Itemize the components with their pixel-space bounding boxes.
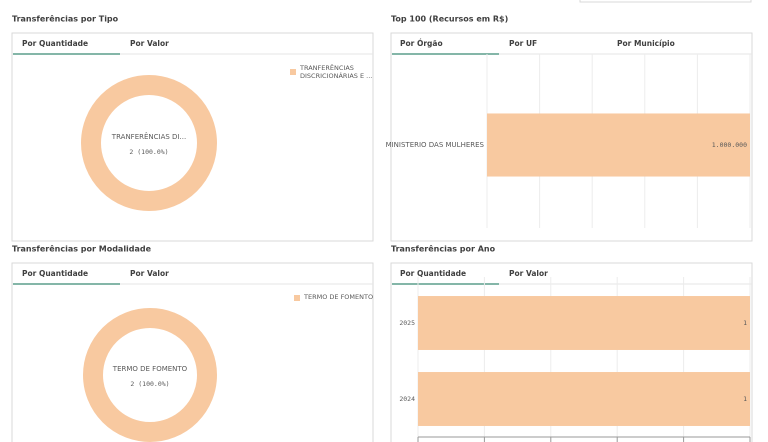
legend-item: TERMO DE FOMENTO [304, 293, 374, 301]
tab[interactable]: Por UF [509, 39, 537, 48]
value-label: 1 [743, 319, 747, 327]
panel-title: Top 100 (Recursos em R$) [391, 15, 508, 24]
legend-swatch [290, 69, 296, 75]
panel-title: Transferências por Modalidade [12, 244, 152, 254]
search-box-edge [579, 0, 752, 3]
bar [487, 113, 750, 177]
value-label: 1 [743, 395, 747, 403]
legend-item: TRANFERÊNCIAS DISCRICIONÁRIAS E ... [300, 64, 373, 80]
tab[interactable]: Por Quantidade [22, 269, 88, 278]
tab[interactable]: Por Valor [509, 269, 548, 278]
legend-label: TRANFERÊNCIAS DISCRICIONÁRIAS E ... [300, 64, 373, 80]
tab[interactable]: Por Valor [130, 39, 169, 48]
panel-title: Transferências por Tipo [12, 14, 119, 24]
panel [11, 32, 374, 242]
center-value: 2 (100.0%) [129, 148, 168, 156]
donut-slice [81, 75, 217, 211]
bar [418, 296, 750, 350]
category-label: 2025 [399, 319, 415, 327]
tab[interactable]: Por Órgão [400, 39, 443, 48]
donut-slice [83, 308, 217, 442]
center-value: 2 (100.0%) [130, 380, 169, 388]
bar [418, 372, 750, 426]
category-label: MINISTERIO DAS MULHERES [386, 141, 485, 149]
center-label: TERMO DE FOMENTO [112, 365, 188, 373]
tab[interactable]: Por Município [617, 39, 675, 48]
value-label: 1.000.000 [712, 141, 747, 149]
tab[interactable]: Por Quantidade [22, 39, 88, 48]
category-label: 2024 [399, 395, 415, 403]
center-label: TRANFERÊNCIAS DI... [111, 132, 186, 141]
tab[interactable]: Por Valor [130, 269, 169, 278]
panel-title: Transferências por Ano [391, 244, 496, 254]
legend-label: TERMO DE FOMENTO [304, 293, 374, 301]
legend-swatch [294, 295, 300, 301]
tab[interactable]: Por Quantidade [400, 269, 466, 278]
